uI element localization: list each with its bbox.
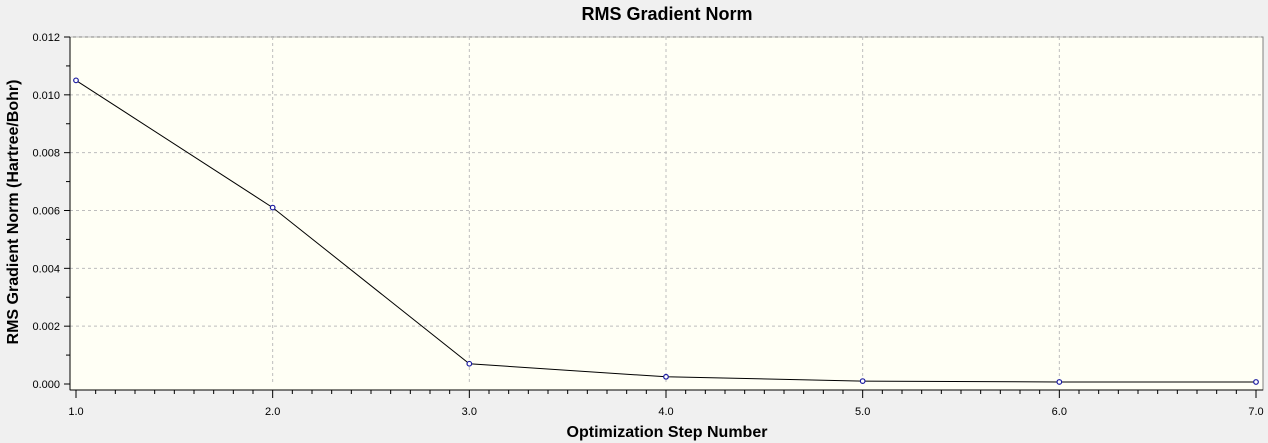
data-point bbox=[1056, 379, 1063, 385]
y-tick-label: 0.002 bbox=[32, 321, 60, 333]
tick-labels: 1.0 2.0 3.0 4.0 5.0 6.0 7.0 0.000 0.002 0.004 0.00… bbox=[32, 32, 1263, 418]
grid-lines bbox=[70, 36, 1263, 384]
y-tick-label: 0.006 bbox=[32, 206, 60, 218]
chart-title: RMS Gradient Norm bbox=[581, 4, 752, 24]
x-tick-label: 1.0 bbox=[68, 406, 83, 418]
data-point bbox=[1253, 379, 1259, 385]
data-point bbox=[466, 360, 473, 367]
x-tick-label: 7.0 bbox=[1248, 406, 1263, 418]
data-point bbox=[73, 77, 79, 84]
axes bbox=[64, 36, 1263, 398]
x-tick-label: 6.0 bbox=[1052, 406, 1067, 418]
y-tick-label: 0.004 bbox=[32, 263, 60, 275]
y-axis-label: RMS Gradient Norm (Hartree/Bohr) bbox=[5, 80, 22, 345]
x-axis-label: Optimization Step Number bbox=[567, 424, 768, 441]
data-point bbox=[269, 204, 276, 211]
x-tick-label: 3.0 bbox=[462, 406, 477, 418]
data-point bbox=[663, 373, 669, 380]
y-tick-label: 0.010 bbox=[32, 90, 60, 102]
y-tick-label: 0.012 bbox=[32, 32, 60, 44]
y-tick-label: 0.000 bbox=[32, 379, 60, 391]
data-point bbox=[859, 378, 866, 385]
series-layer bbox=[73, 77, 1259, 385]
y-tick-label: 0.008 bbox=[32, 148, 60, 160]
x-tick-label: 2.0 bbox=[265, 406, 280, 418]
x-tick-label: 4.0 bbox=[658, 406, 673, 418]
x-tick-label: 5.0 bbox=[855, 406, 870, 418]
